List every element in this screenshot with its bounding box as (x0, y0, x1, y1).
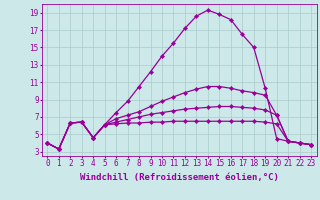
X-axis label: Windchill (Refroidissement éolien,°C): Windchill (Refroidissement éolien,°C) (80, 173, 279, 182)
